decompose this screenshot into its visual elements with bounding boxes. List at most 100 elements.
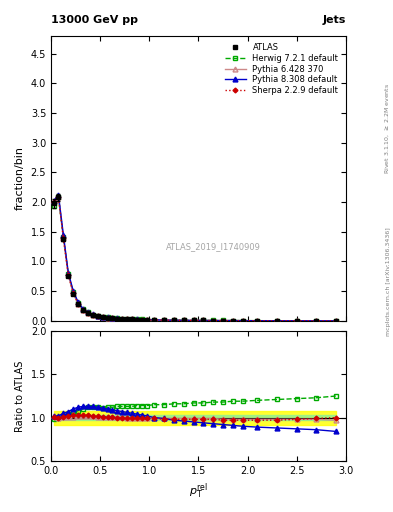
X-axis label: $p_{\mathrm{T}}^{\mathrm{rel}}$: $p_{\mathrm{T}}^{\mathrm{rel}}$ [189,481,208,501]
Pythia 8.308 default [152,317,156,323]
Herwig 7.2.1 default [95,313,100,319]
Sherpa 2.2.9 default [231,317,235,324]
Pythia 6.428 370 [120,316,125,322]
Herwig 7.2.1 default [275,317,279,324]
Pythia 6.428 370 [71,290,75,296]
Sherpa 2.2.9 default [152,317,156,323]
Herwig 7.2.1 default [90,311,95,317]
Sherpa 2.2.9 default [81,307,85,313]
Pythia 6.428 370 [81,307,85,313]
Pythia 8.308 default [56,192,61,198]
Pythia 6.428 370 [152,317,156,323]
Herwig 7.2.1 default [255,317,260,324]
Herwig 7.2.1 default [76,300,81,306]
Pythia 8.308 default [255,317,260,324]
Pythia 8.308 default [105,314,110,321]
Herwig 7.2.1 default [56,194,61,200]
Pythia 6.428 370 [294,318,299,324]
Herwig 7.2.1 default [66,271,71,277]
Sherpa 2.2.9 default [201,317,206,324]
Pythia 8.308 default [231,317,235,324]
Pythia 8.308 default [275,318,279,324]
Sherpa 2.2.9 default [182,317,186,324]
Sherpa 2.2.9 default [110,315,115,322]
Sherpa 2.2.9 default [51,199,56,205]
Y-axis label: Ratio to ATLAS: Ratio to ATLAS [15,360,25,432]
Pythia 6.428 370 [51,198,56,204]
Herwig 7.2.1 default [105,314,110,321]
Herwig 7.2.1 default [231,317,235,324]
Herwig 7.2.1 default [135,316,140,323]
Sherpa 2.2.9 default [71,290,75,296]
Pythia 8.308 default [125,316,130,322]
Herwig 7.2.1 default [130,316,134,322]
Herwig 7.2.1 default [241,317,245,324]
Pythia 8.308 default [314,318,319,324]
Sherpa 2.2.9 default [135,316,140,323]
Text: mcplots.cern.ch [arXiv:1306.3436]: mcplots.cern.ch [arXiv:1306.3436] [386,227,391,336]
Pythia 6.428 370 [231,317,235,324]
Herwig 7.2.1 default [140,316,144,323]
Sherpa 2.2.9 default [140,316,144,323]
Pythia 6.428 370 [66,272,71,279]
Sherpa 2.2.9 default [66,272,71,278]
Pythia 6.428 370 [201,317,206,324]
Sherpa 2.2.9 default [105,315,110,321]
Sherpa 2.2.9 default [130,316,134,323]
Sherpa 2.2.9 default [211,317,215,324]
Pythia 8.308 default [334,318,338,324]
Sherpa 2.2.9 default [95,313,100,319]
Pythia 8.308 default [294,318,299,324]
Pythia 6.428 370 [135,316,140,323]
Sherpa 2.2.9 default [294,318,299,324]
Herwig 7.2.1 default [61,234,66,240]
Sherpa 2.2.9 default [115,315,120,322]
Sherpa 2.2.9 default [275,317,279,324]
Herwig 7.2.1 default [314,318,319,324]
Herwig 7.2.1 default [191,317,196,324]
Herwig 7.2.1 default [162,317,167,323]
Pythia 6.428 370 [95,313,100,319]
Pythia 6.428 370 [241,317,245,324]
Herwig 7.2.1 default [172,317,176,323]
Pythia 6.428 370 [191,317,196,324]
Sherpa 2.2.9 default [314,318,319,324]
Sherpa 2.2.9 default [241,317,245,324]
Pythia 8.308 default [66,269,71,275]
Pythia 8.308 default [61,232,66,238]
Sherpa 2.2.9 default [90,312,95,318]
Pythia 6.428 370 [90,312,95,318]
Pythia 8.308 default [135,316,140,323]
Sherpa 2.2.9 default [100,314,105,320]
Pythia 8.308 default [51,198,56,204]
Pythia 8.308 default [241,317,245,324]
Line: Sherpa 2.2.9 default: Sherpa 2.2.9 default [52,196,338,323]
Pythia 8.308 default [76,299,81,305]
Text: ATLAS_2019_I1740909: ATLAS_2019_I1740909 [166,243,261,251]
Pythia 6.428 370 [125,316,130,322]
Pythia 8.308 default [140,316,144,323]
Pythia 8.308 default [86,309,90,315]
Pythia 8.308 default [172,317,176,323]
Pythia 6.428 370 [275,317,279,324]
Sherpa 2.2.9 default [145,317,149,323]
Sherpa 2.2.9 default [255,317,260,324]
Sherpa 2.2.9 default [125,316,130,322]
Text: Rivet 3.1.10, $\geq$ 2.2M events: Rivet 3.1.10, $\geq$ 2.2M events [384,82,391,174]
Pythia 6.428 370 [86,310,90,316]
Pythia 8.308 default [115,315,120,322]
Pythia 6.428 370 [105,315,110,321]
Sherpa 2.2.9 default [162,317,167,323]
Pythia 8.308 default [81,306,85,312]
Herwig 7.2.1 default [294,317,299,324]
Pythia 6.428 370 [76,301,81,307]
Pythia 8.308 default [145,316,149,323]
Pythia 8.308 default [71,288,75,294]
Herwig 7.2.1 default [211,317,215,324]
Text: Jets: Jets [323,15,346,25]
Pythia 6.428 370 [115,315,120,322]
Sherpa 2.2.9 default [172,317,176,323]
Sherpa 2.2.9 default [86,310,90,316]
Herwig 7.2.1 default [100,314,105,320]
Pythia 6.428 370 [182,317,186,324]
